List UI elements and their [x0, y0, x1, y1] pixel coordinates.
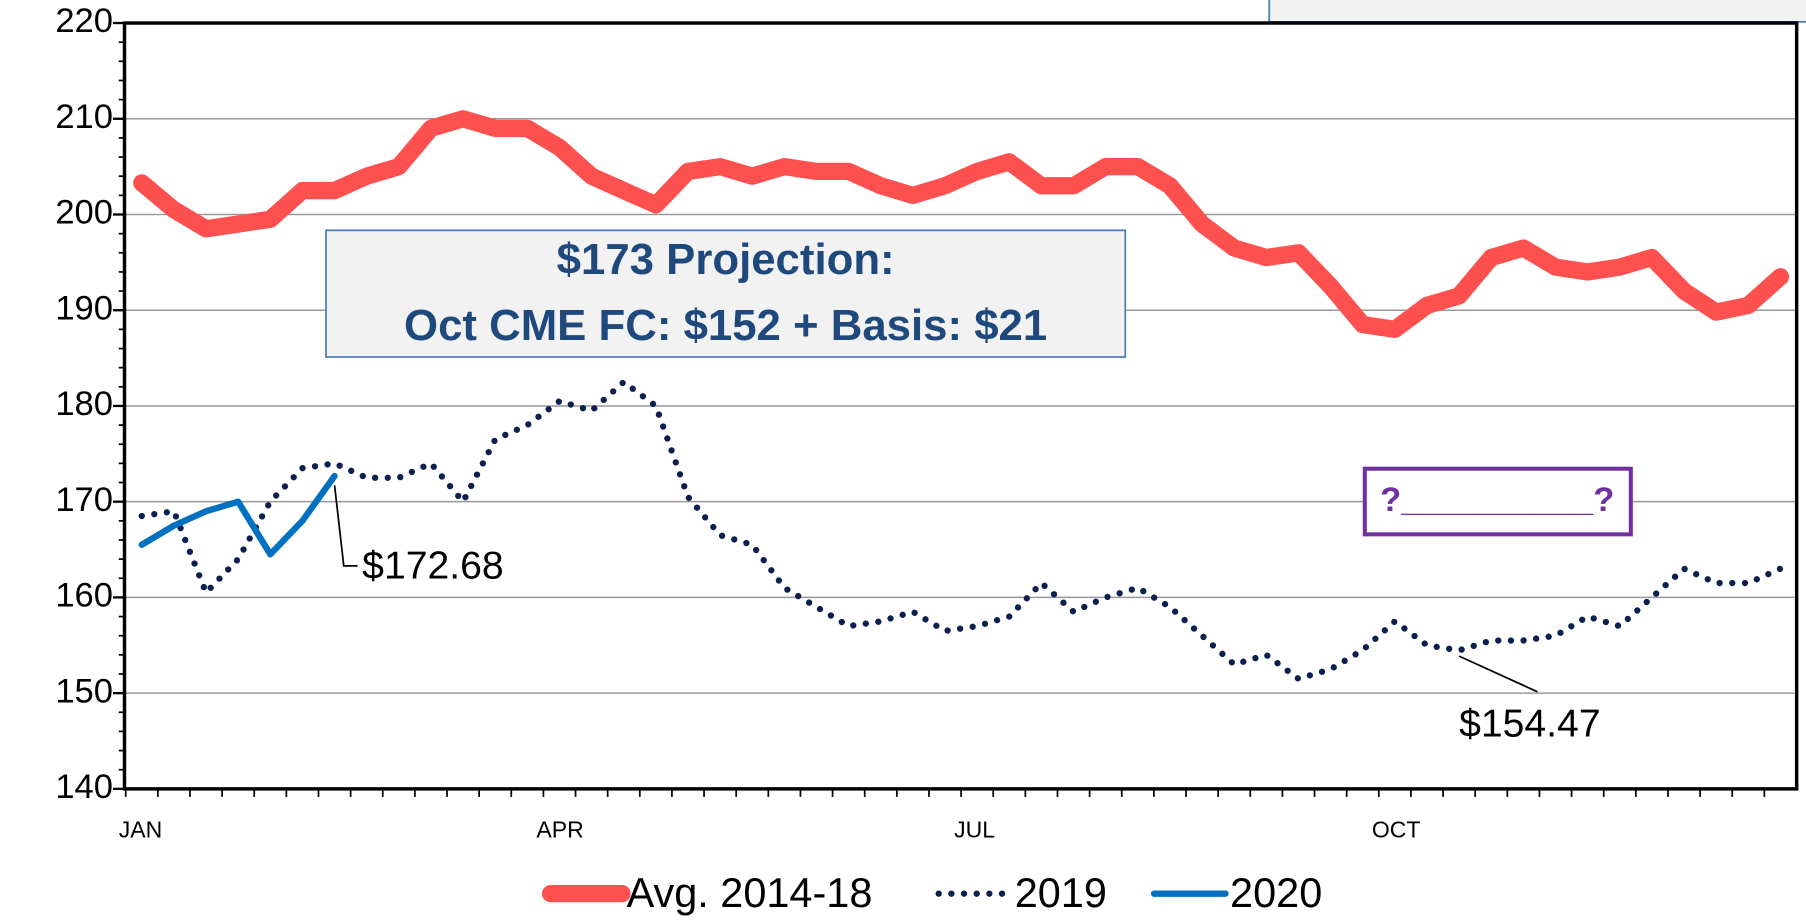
y-tick-label: 140 — [55, 768, 113, 806]
legend-label: 2019 — [1015, 869, 1107, 916]
leader-line — [1458, 655, 1538, 693]
y-tick-label: 180 — [55, 385, 113, 423]
annotation: $154.47 — [1459, 703, 1600, 746]
y-tick-label: 170 — [55, 481, 113, 519]
question-box — [1362, 466, 1633, 537]
annotation: $172.68 — [362, 544, 503, 587]
partial-box — [1268, 0, 1806, 23]
y-tick-label: 160 — [55, 577, 113, 615]
plot-frame — [122, 21, 1799, 791]
y-tick-label: 200 — [55, 194, 113, 232]
x-tick-label: JAN — [119, 817, 162, 843]
projection-title: $173 Projection: — [557, 235, 895, 284]
question-text: ?__________? — [1380, 481, 1614, 519]
legend-label: Avg. 2014-18 — [627, 869, 873, 916]
x-tick-label: APR — [536, 817, 583, 843]
projection-box — [325, 229, 1127, 358]
series-line — [138, 472, 338, 558]
projection-detail: Oct CME FC: $152 + Basis: $21 — [404, 301, 1047, 350]
y-tick-label: 220 — [55, 2, 113, 40]
y-tick-label: 210 — [55, 98, 113, 136]
x-tick-label: OCT — [1372, 817, 1421, 843]
series-line — [138, 378, 1784, 682]
y-tick-label: 190 — [55, 289, 113, 327]
x-tick-label: JUL — [954, 817, 995, 843]
legend-label: 2020 — [1230, 869, 1322, 916]
leader-line — [333, 485, 358, 567]
y-tick-label: 150 — [55, 672, 113, 710]
series-line — [133, 110, 1790, 339]
